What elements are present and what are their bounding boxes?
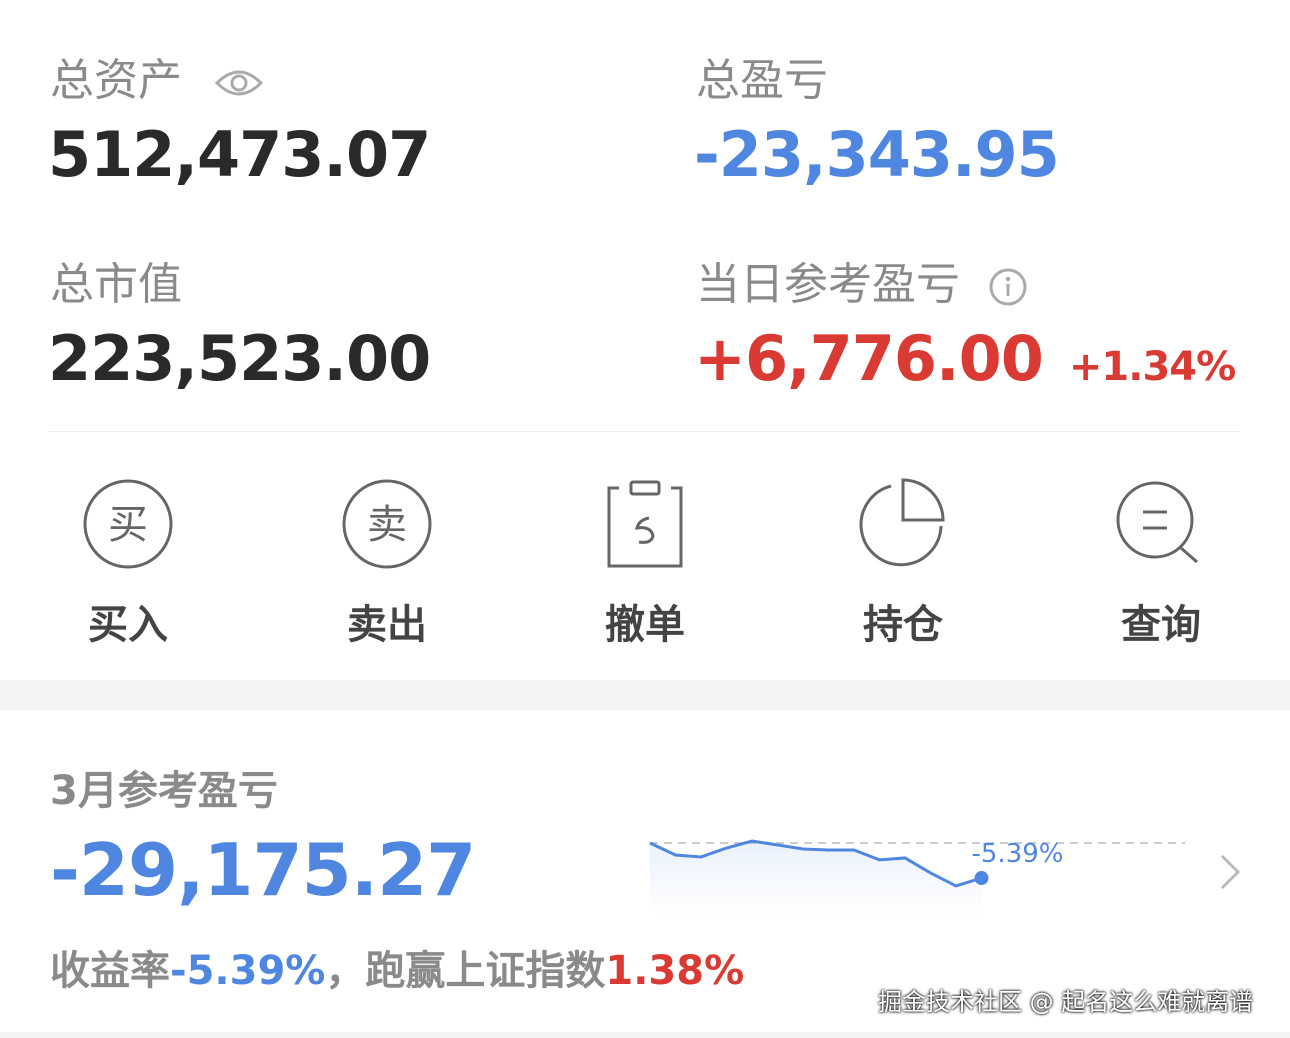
- divider: [48, 431, 1240, 432]
- cancel-order-icon: [607, 480, 683, 568]
- sell-button[interactable]: 卖 卖出: [307, 478, 467, 650]
- rate-value: -5.39%: [170, 948, 326, 994]
- query-button[interactable]: 查询: [1081, 478, 1241, 650]
- total-pnl-label: 总盈亏: [696, 55, 828, 106]
- monthly-pnl-card[interactable]: 3月参考盈亏 -29,175.27 收益率-5.39%，跑赢上证指数1.38% …: [0, 710, 1290, 1032]
- eye-icon[interactable]: [214, 66, 264, 100]
- info-icon[interactable]: [988, 267, 1028, 307]
- market-value-value: 223,523.00: [48, 322, 431, 395]
- sparkline-area: [650, 841, 982, 915]
- monthly-rate-line: 收益率-5.39%，跑赢上证指数1.38%: [50, 948, 745, 994]
- sell-icon: 卖: [342, 479, 432, 569]
- buy-label: 买入: [88, 602, 168, 648]
- section-separator: [0, 680, 1290, 710]
- total-assets-value: 512,473.07: [48, 118, 431, 191]
- search-icon: [1116, 481, 1198, 564]
- cancel-order-label: 撤单: [605, 602, 685, 648]
- sparkline-line: [649, 839, 982, 888]
- monthly-value: -29,175.27: [50, 828, 476, 912]
- daily-pnl-value: +6,776.00 +1.34%: [694, 322, 1236, 395]
- buy-icon: 买: [83, 479, 173, 569]
- market-value-label: 总市值: [50, 259, 182, 310]
- monthly-title: 3月参考盈亏: [50, 768, 278, 814]
- sparkline-end-label: -5.39%: [972, 839, 1064, 869]
- svg-text:买: 买: [108, 502, 148, 548]
- buy-button[interactable]: 买 买入: [48, 478, 208, 650]
- beat-value: 1.38%: [605, 948, 745, 994]
- query-label: 查询: [1121, 602, 1201, 648]
- positions-button[interactable]: 持仓: [823, 478, 983, 650]
- daily-pnl-label: 当日参考盈亏: [696, 248, 1028, 312]
- daily-pnl-pct: +1.34%: [1068, 344, 1236, 390]
- chevron-right-icon[interactable]: [1218, 852, 1242, 892]
- pie-chart-icon: [859, 478, 945, 567]
- sparkline-chart: -5.39%: [649, 839, 1185, 915]
- sparkline-end-point: [974, 871, 989, 886]
- svg-text:卖: 卖: [367, 502, 407, 548]
- watermark: 掘金技术社区 @ 起名这么难就离谱: [878, 988, 1254, 1016]
- sell-label: 卖出: [347, 602, 427, 648]
- total-assets-label: 总资产: [50, 44, 264, 108]
- bottom-separator: [0, 1032, 1290, 1038]
- positions-label: 持仓: [863, 602, 943, 648]
- total-pnl-value: -23,343.95: [694, 118, 1060, 191]
- cancel-order-button[interactable]: 撤单: [565, 478, 725, 650]
